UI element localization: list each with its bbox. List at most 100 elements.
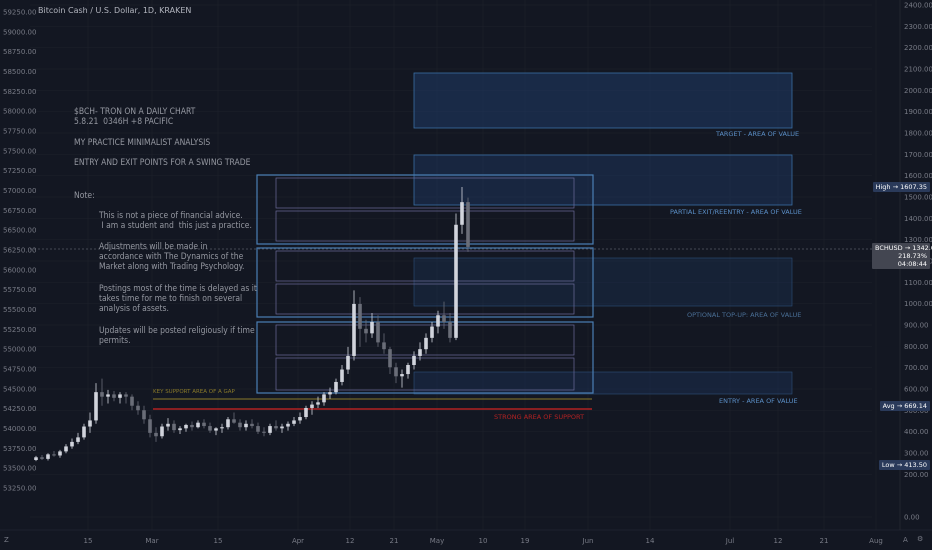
candle-body	[292, 420, 296, 424]
candle-body	[274, 426, 278, 429]
candle	[346, 346, 350, 375]
right-price-axis[interactable]: 2400.00 2300.00 2200.00 2100.00 2000.00 1900.…	[904, 2, 932, 522]
candle	[442, 301, 446, 329]
candle-body	[466, 202, 470, 247]
candle-body	[436, 315, 440, 327]
time-axis-tick: 15	[214, 537, 223, 545]
time-axis-tick: Jun	[582, 537, 594, 545]
candle	[40, 455, 44, 460]
right-axis-tick: 1600.00	[904, 172, 932, 180]
candle-body	[172, 423, 176, 431]
right-axis-tick: 1700.00	[904, 151, 932, 159]
candle	[358, 297, 362, 347]
strong-support-label: STRONG AREA OF SUPPORT	[494, 413, 585, 421]
candle-body	[244, 423, 248, 428]
candle	[400, 369, 404, 388]
right-axis-tick: 900.00	[904, 322, 929, 330]
candle-body	[64, 446, 68, 452]
candle-body	[304, 407, 308, 418]
left-axis-tick: 54750.00	[3, 366, 36, 374]
target-zone	[413, 72, 793, 129]
left-axis-tick: 56500.00	[3, 227, 36, 235]
right-axis-tick: 2000.00	[904, 87, 932, 95]
candle-body	[316, 402, 320, 405]
right-axis-tick: 1400.00	[904, 215, 932, 223]
candle-body	[340, 369, 344, 382]
candle	[154, 427, 158, 442]
candle-body	[442, 315, 446, 323]
candle	[196, 420, 200, 429]
candle	[316, 396, 320, 408]
candle-body	[346, 355, 350, 370]
candle-body	[394, 367, 398, 377]
candle	[424, 333, 428, 354]
time-axis-tick: Apr	[292, 537, 304, 545]
right-axis-tick: 300.00	[904, 450, 929, 458]
right-axis-tick: 2200.00	[904, 44, 932, 52]
candle-body	[202, 422, 206, 427]
price-tag-countdown: 04:08:44	[897, 260, 927, 268]
candle-body	[298, 417, 302, 421]
candle-body	[352, 303, 356, 356]
candle-body	[400, 374, 404, 377]
candle	[172, 420, 176, 433]
partial-zone-label: PARTIAL EXIT/REENTRY - AREA OF VALUE	[670, 208, 802, 216]
left-axis-tick: 54250.00	[3, 405, 36, 413]
left-axis-tick: 57500.00	[3, 147, 36, 155]
candle	[148, 414, 152, 438]
candle	[418, 342, 422, 361]
candle	[310, 401, 314, 415]
candle-body	[262, 431, 266, 433]
optional-zone-label: OPTIONAL TOP-UP: AREA OF VALUE	[687, 311, 802, 319]
candle	[94, 383, 98, 424]
left-axis-tick: 58750.00	[3, 48, 36, 56]
candle	[202, 419, 206, 429]
candle	[352, 290, 356, 361]
left-axis-tick: 55750.00	[3, 286, 36, 294]
candle-body	[412, 355, 416, 366]
candle	[238, 419, 242, 431]
candle	[298, 412, 302, 424]
settings-gear-icon[interactable]: ⚙	[917, 535, 924, 543]
candle-body	[76, 437, 80, 442]
candle	[466, 197, 470, 252]
right-axis-tick: 2100.00	[904, 66, 932, 74]
note-line-4: ENTRY AND EXIT POINTS FOR A SWING TRADE	[74, 158, 251, 168]
candle	[226, 417, 230, 430]
candle	[58, 449, 62, 458]
candle-body	[106, 394, 110, 397]
candle	[394, 362, 398, 384]
zoom-button[interactable]: Z	[4, 536, 9, 544]
candle	[274, 420, 278, 431]
log-toggle-button[interactable]: A	[903, 536, 908, 544]
candle	[280, 423, 284, 433]
right-axis-tick: 1000.00	[904, 300, 932, 308]
candle-body	[52, 454, 56, 456]
candle-body	[286, 423, 290, 427]
candle	[262, 427, 266, 437]
analysis-box-top-inner-2	[275, 210, 575, 242]
candle-body	[454, 224, 458, 338]
candle-body	[214, 428, 218, 431]
candle-body	[196, 422, 200, 428]
right-axis-tick: 1100.00	[904, 279, 932, 287]
note-paragraph-4: Updates will be posted religiously if ti…	[99, 326, 255, 346]
analysis-box-low-inner-2	[275, 357, 575, 391]
analysis-box-top-inner-1	[275, 177, 575, 209]
candle-body	[238, 422, 242, 428]
candle-body	[58, 451, 62, 456]
time-axis-tick: 19	[521, 537, 530, 545]
candle-body	[322, 394, 326, 403]
candle-body	[130, 396, 134, 406]
candle-body	[382, 342, 386, 350]
candle	[388, 346, 392, 375]
candle	[106, 389, 110, 404]
candle	[436, 310, 440, 334]
target-zone-label: TARGET - AREA OF VALUE	[716, 130, 800, 138]
candle-body	[208, 426, 212, 431]
left-axis-tick: 59250.00	[3, 9, 36, 17]
candles	[34, 187, 470, 462]
time-axis[interactable]: 15 Mar 15 Apr 12 21 May 10 19 Jun 14 Jul 12 21 Aug	[84, 537, 883, 545]
note-label: Note:	[74, 191, 95, 201]
